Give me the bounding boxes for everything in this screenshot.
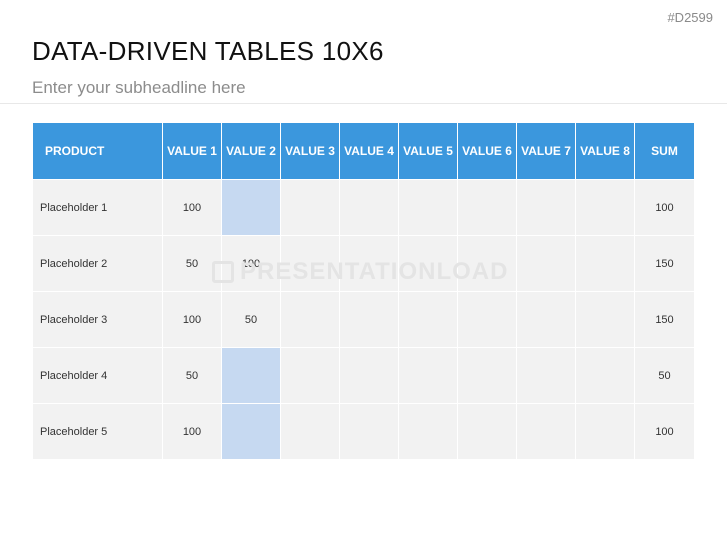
cell-value-8 xyxy=(576,291,635,347)
table-row: Placeholder 1 100 100 xyxy=(33,179,694,235)
cell-value-8 xyxy=(576,235,635,291)
cell-value-3 xyxy=(281,235,340,291)
data-table: PRODUCT VALUE 1 VALUE 2 VALUE 3 VALUE 4 … xyxy=(33,123,694,459)
cell-value-7 xyxy=(517,403,576,459)
cell-value-6 xyxy=(458,403,517,459)
slide-id: #D2599 xyxy=(667,10,713,25)
cell-value-6 xyxy=(458,291,517,347)
header-product: PRODUCT xyxy=(33,123,163,179)
cell-sum: 150 xyxy=(635,235,694,291)
cell-value-2: 100 xyxy=(222,235,281,291)
cell-value-1: 100 xyxy=(163,291,222,347)
cell-value-3 xyxy=(281,347,340,403)
cell-product: Placeholder 5 xyxy=(33,403,163,459)
cell-value-8 xyxy=(576,403,635,459)
cell-value-6 xyxy=(458,235,517,291)
cell-value-3 xyxy=(281,179,340,235)
table-header-row: PRODUCT VALUE 1 VALUE 2 VALUE 3 VALUE 4 … xyxy=(33,123,694,179)
cell-value-8 xyxy=(576,179,635,235)
cell-value-3 xyxy=(281,291,340,347)
cell-value-7 xyxy=(517,347,576,403)
title-divider xyxy=(0,103,727,104)
cell-sum: 50 xyxy=(635,347,694,403)
slide-subtitle: Enter your subheadline here xyxy=(32,78,246,97)
cell-value-1: 50 xyxy=(163,235,222,291)
cell-value-2 xyxy=(222,403,281,459)
cell-value-6 xyxy=(458,179,517,235)
cell-value-7 xyxy=(517,235,576,291)
cell-value-1: 50 xyxy=(163,347,222,403)
cell-value-5 xyxy=(399,235,458,291)
cell-value-4 xyxy=(340,403,399,459)
cell-value-5 xyxy=(399,403,458,459)
cell-value-5 xyxy=(399,179,458,235)
table-row: Placeholder 3 100 50 150 xyxy=(33,291,694,347)
cell-sum: 100 xyxy=(635,403,694,459)
header-value-4: VALUE 4 xyxy=(340,123,399,179)
cell-sum: 150 xyxy=(635,291,694,347)
data-table-container: PRODUCT VALUE 1 VALUE 2 VALUE 3 VALUE 4 … xyxy=(33,123,694,461)
header-value-2: VALUE 2 xyxy=(222,123,281,179)
cell-value-4 xyxy=(340,235,399,291)
cell-value-7 xyxy=(517,179,576,235)
cell-value-2 xyxy=(222,179,281,235)
cell-product: Placeholder 4 xyxy=(33,347,163,403)
cell-value-2: 50 xyxy=(222,291,281,347)
cell-value-3 xyxy=(281,403,340,459)
cell-product: Placeholder 2 xyxy=(33,235,163,291)
cell-value-7 xyxy=(517,291,576,347)
slide-title: DATA-DRIVEN TABLES 10X6 xyxy=(32,36,384,66)
cell-value-6 xyxy=(458,347,517,403)
header-value-3: VALUE 3 xyxy=(281,123,340,179)
header-value-6: VALUE 6 xyxy=(458,123,517,179)
header-value-7: VALUE 7 xyxy=(517,123,576,179)
header-value-1: VALUE 1 xyxy=(163,123,222,179)
cell-value-5 xyxy=(399,291,458,347)
table-row: Placeholder 2 50 100 150 xyxy=(33,235,694,291)
table-row: Placeholder 4 50 50 xyxy=(33,347,694,403)
cell-value-2 xyxy=(222,347,281,403)
header-value-5: VALUE 5 xyxy=(399,123,458,179)
header-sum: SUM xyxy=(635,123,694,179)
cell-value-4 xyxy=(340,347,399,403)
cell-value-5 xyxy=(399,347,458,403)
cell-value-1: 100 xyxy=(163,179,222,235)
cell-value-8 xyxy=(576,347,635,403)
cell-product: Placeholder 1 xyxy=(33,179,163,235)
cell-value-4 xyxy=(340,291,399,347)
cell-value-4 xyxy=(340,179,399,235)
header-value-8: VALUE 8 xyxy=(576,123,635,179)
cell-sum: 100 xyxy=(635,179,694,235)
table-row: Placeholder 5 100 100 xyxy=(33,403,694,459)
cell-value-1: 100 xyxy=(163,403,222,459)
cell-product: Placeholder 3 xyxy=(33,291,163,347)
